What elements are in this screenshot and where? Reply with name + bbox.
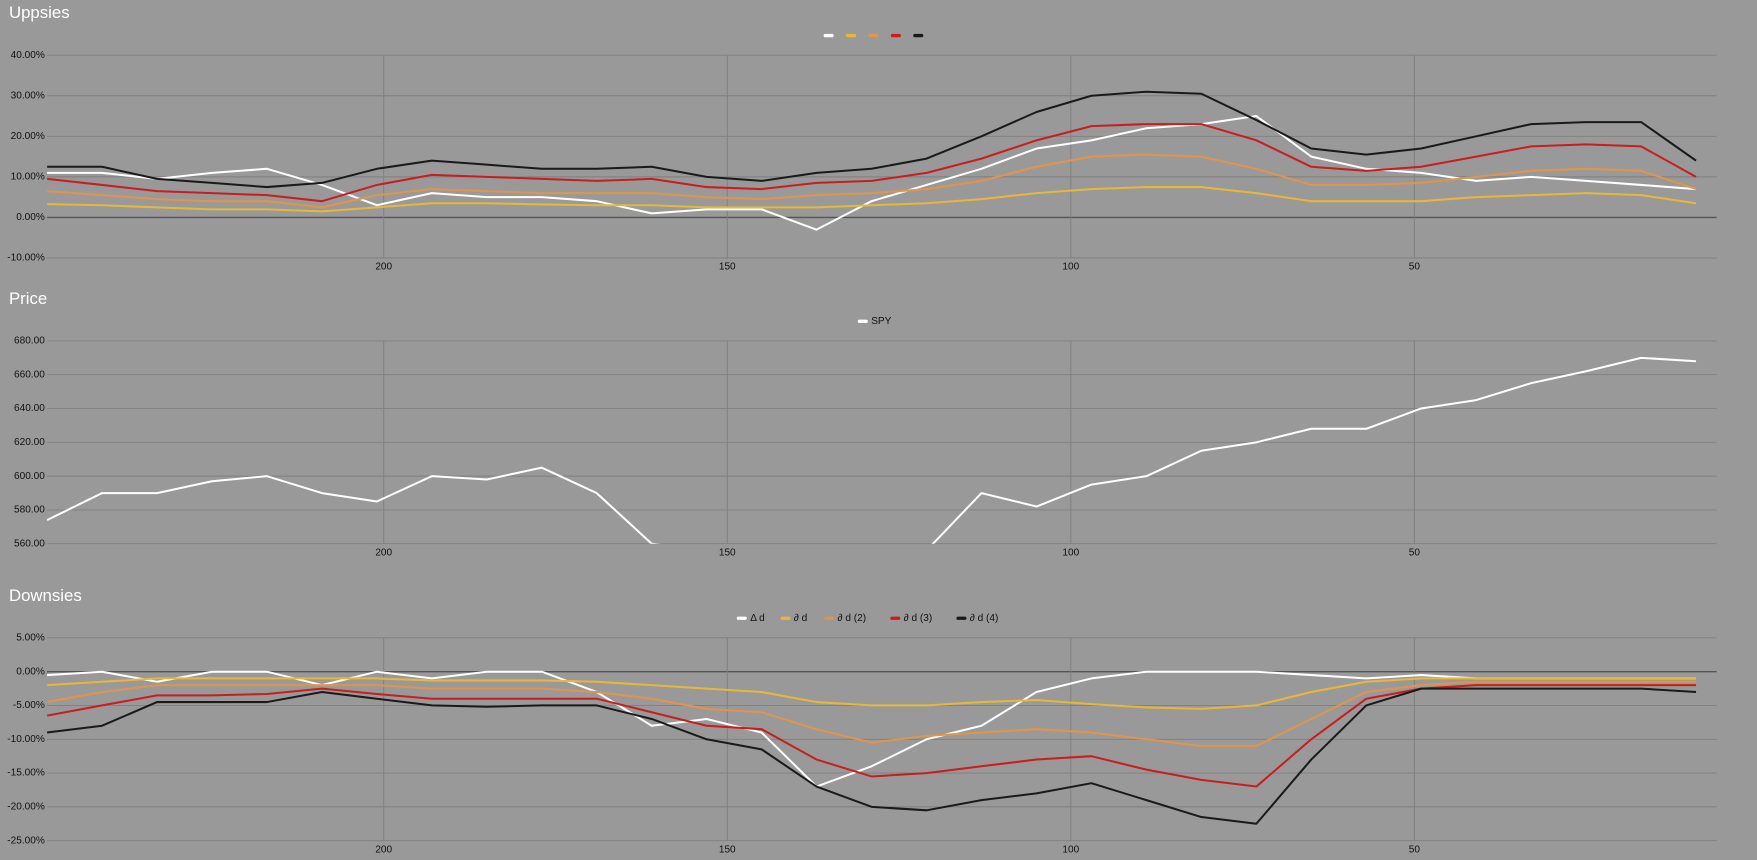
y-tick-label: 640.00 [14, 403, 45, 414]
x-tick-label: 50 [1409, 547, 1421, 558]
legend-label: SPY [871, 316, 891, 327]
legend-label: Δ d [750, 613, 765, 624]
series-line [47, 684, 1697, 788]
x-tick-label: 100 [1062, 547, 1079, 558]
series-line [47, 153, 1697, 209]
legend-swatch [736, 616, 747, 620]
y-tick-label: -15.00% [7, 768, 45, 779]
chart-panel: Price 560.00 580.00 600.00 620.00 640.00 660.0… [9, 289, 1717, 558]
legend-swatch [824, 616, 835, 620]
legend-swatch [868, 33, 879, 38]
chart-title: Uppsies [9, 3, 70, 22]
y-tick-label: 660.00 [14, 369, 45, 380]
series-line [47, 680, 1697, 747]
chart-title: Downsies [9, 586, 82, 605]
x-tick-label: 200 [375, 262, 392, 273]
y-tick-label: 620.00 [14, 437, 45, 448]
y-tick-label: 20.00% [11, 131, 45, 142]
series-line [47, 356, 1697, 544]
legend-swatch [913, 33, 924, 38]
chart-title: Price [9, 289, 47, 308]
y-tick-label: 40.00% [11, 50, 45, 61]
series-line [47, 123, 1697, 203]
legend-label: ∂ d (3) [904, 613, 933, 624]
legend-label: ∂ d (4) [970, 613, 999, 624]
x-tick-label: 150 [719, 844, 736, 855]
x-tick-label: 100 [1062, 844, 1079, 855]
x-tick-label: 150 [719, 262, 736, 273]
y-tick-label: -10.00% [7, 734, 45, 745]
y-tick-label: 0.00% [16, 212, 45, 223]
legend-swatch [857, 319, 868, 323]
x-tick-label: 200 [375, 547, 392, 558]
y-tick-label: -5.00% [13, 700, 45, 711]
chart-panel: Downsies -25.00% -20.00% -15.00% -10.00% -5.0… [7, 586, 1717, 855]
y-tick-label: 600.00 [14, 471, 45, 482]
y-tick-label: 680.00 [14, 336, 45, 347]
y-tick-label: 0.00% [16, 666, 45, 677]
legend-swatch [823, 33, 834, 38]
series-line [47, 677, 1697, 710]
legend-swatch [890, 616, 901, 620]
y-tick-label: 30.00% [11, 90, 45, 101]
chart-panel: Uppsies -10.00% 0.00% 10.00% 20.00% 30.00% 40.… [7, 3, 1717, 273]
x-tick-label: 100 [1062, 262, 1079, 273]
series-line [47, 90, 1697, 189]
y-tick-label: -25.00% [7, 835, 45, 846]
legend-swatch [890, 33, 901, 38]
x-tick-label: 50 [1409, 262, 1421, 273]
y-tick-label: 10.00% [11, 172, 45, 183]
series-line [47, 115, 1697, 231]
legend-label: ∂ d (2) [838, 613, 867, 624]
legend-swatch [956, 616, 967, 620]
y-tick-label: -10.00% [7, 253, 45, 264]
legend-swatch [780, 616, 791, 620]
y-tick-label: -20.00% [7, 802, 45, 813]
y-tick-label: 5.00% [16, 633, 45, 644]
y-tick-label: 580.00 [14, 505, 45, 516]
x-tick-label: 50 [1409, 844, 1421, 855]
y-tick-label: 560.00 [14, 538, 45, 549]
x-tick-label: 150 [719, 547, 736, 558]
legend-label: ∂ d [794, 613, 807, 624]
series-line [47, 186, 1697, 213]
legend-swatch [846, 33, 857, 38]
x-tick-label: 200 [375, 844, 392, 855]
series-line [47, 687, 1697, 825]
